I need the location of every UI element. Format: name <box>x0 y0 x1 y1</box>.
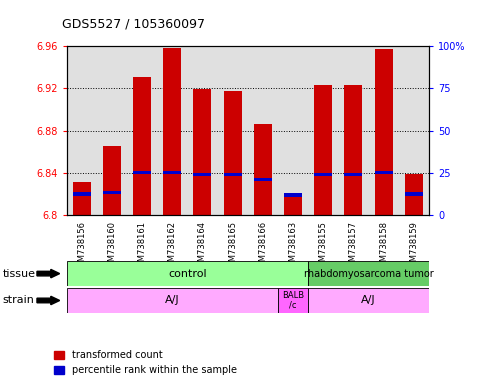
Bar <box>314 85 332 215</box>
Bar <box>405 174 423 215</box>
Bar <box>67 261 308 286</box>
Bar <box>193 89 211 215</box>
Text: control: control <box>168 268 207 279</box>
Bar <box>223 91 242 215</box>
Bar <box>308 288 429 313</box>
Bar <box>405 192 423 195</box>
Legend: transformed count, percentile rank within the sample: transformed count, percentile rank withi… <box>54 351 237 375</box>
Bar <box>72 182 91 215</box>
Bar <box>223 173 242 177</box>
Bar <box>254 177 272 181</box>
Text: BALB
/c: BALB /c <box>282 291 304 310</box>
Text: GDS5527 / 105360097: GDS5527 / 105360097 <box>62 17 205 30</box>
Text: A/J: A/J <box>165 295 179 306</box>
Bar <box>193 173 211 177</box>
Bar <box>278 288 308 313</box>
Bar <box>375 49 392 215</box>
Text: A/J: A/J <box>361 295 376 306</box>
Bar <box>254 124 272 215</box>
Bar <box>133 171 151 174</box>
Bar <box>133 77 151 215</box>
Bar <box>314 173 332 177</box>
Bar <box>72 192 91 195</box>
Bar <box>344 173 362 177</box>
Text: rhabdomyosarcoma tumor: rhabdomyosarcoma tumor <box>304 268 433 279</box>
Text: strain: strain <box>2 295 35 306</box>
Bar <box>284 193 302 215</box>
Text: tissue: tissue <box>2 268 35 279</box>
Bar <box>163 48 181 215</box>
Bar <box>103 191 121 194</box>
Bar <box>375 171 392 174</box>
Bar <box>67 288 278 313</box>
Bar <box>163 171 181 174</box>
Bar <box>284 194 302 197</box>
Bar <box>344 85 362 215</box>
Bar <box>103 146 121 215</box>
Bar <box>308 261 429 286</box>
